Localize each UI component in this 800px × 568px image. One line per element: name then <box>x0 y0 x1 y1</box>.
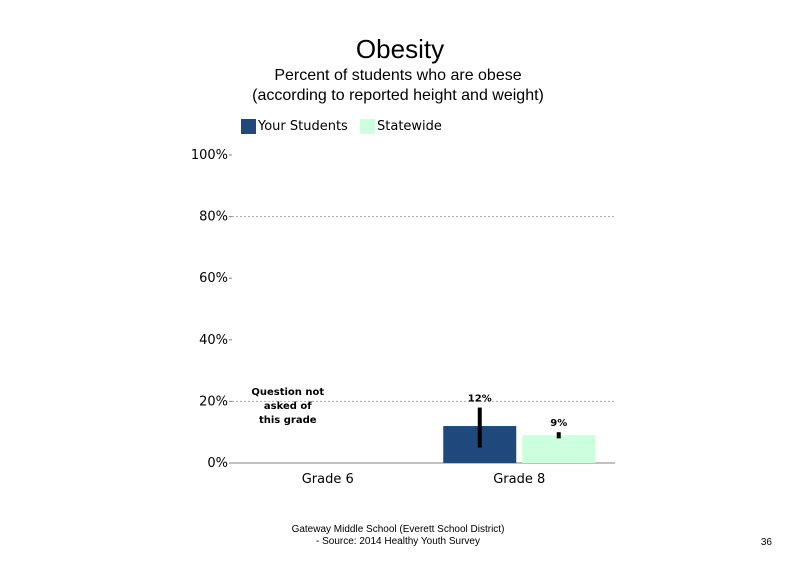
legend-swatch-your-students <box>241 119 256 134</box>
y-tick-label-100: 100% <box>191 148 228 163</box>
y-tick-label-0: 0% <box>207 456 228 471</box>
x-tick-label-grade-8: Grade 8 <box>493 472 545 487</box>
y-tick-label-60: 60% <box>199 271 228 286</box>
legend-swatch-statewide <box>360 119 375 134</box>
annotation-not-asked: Question not asked of this grade <box>251 387 324 426</box>
chart-subtitle: Percent of students who are obese (accor… <box>252 67 544 104</box>
page-number: 36 <box>760 537 772 548</box>
bar-statewide-grade-8 <box>522 435 596 463</box>
legend-label-your-students: Your Students <box>258 119 348 134</box>
footer-source: Gateway Middle School (Everett School Di… <box>250 524 546 548</box>
data-label-statewide-grade-8: 9% <box>550 418 567 429</box>
footer-line-2: - Source: 2014 Healthy Youth Survey <box>316 536 480 547</box>
legend-label-statewide: Statewide <box>377 119 442 134</box>
y-tick-label-20: 20% <box>199 394 228 409</box>
y-tick-label-40: 40% <box>199 333 228 348</box>
x-tick-label-grade-6: Grade 6 <box>302 472 354 487</box>
y-tick-label-80: 80% <box>199 210 228 225</box>
footer-line-1: Gateway Middle School (Everett School Di… <box>291 524 505 535</box>
data-label-your-students-grade-8: 12% <box>468 394 492 405</box>
chart-title: Obesity <box>355 34 445 64</box>
